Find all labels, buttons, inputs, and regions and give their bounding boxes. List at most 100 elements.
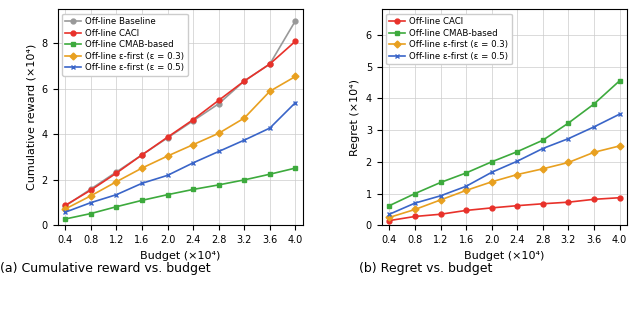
Off-line CACl <box>138 153 146 157</box>
Off-line CMAB-based <box>385 204 393 208</box>
Off-line ε-first (ε = 0.3) <box>138 166 146 170</box>
Off-line ε-first (ε = 0.3) <box>539 167 547 171</box>
Off-line CMAB-based <box>436 181 444 184</box>
Off-line CACl <box>564 200 572 204</box>
Off-line ε-first (ε = 0.3) <box>215 131 223 135</box>
Line: Off-line CMAB-based: Off-line CMAB-based <box>387 79 622 208</box>
Off-line ε-first (ε = 0.5) <box>616 112 623 116</box>
Off-line ε-first (ε = 0.5) <box>266 126 274 130</box>
Off-line ε-first (ε = 0.3) <box>266 89 274 93</box>
Off-line Baseline <box>266 62 274 66</box>
Off-line ε-first (ε = 0.5) <box>411 201 419 205</box>
Off-line ε-first (ε = 0.5) <box>138 182 146 185</box>
Off-line CMAB-based <box>488 160 495 164</box>
Off-line CMAB-based <box>61 217 69 221</box>
Off-line CACl <box>462 208 470 212</box>
Off-line CMAB-based <box>616 79 623 83</box>
Off-line CACl <box>513 204 521 208</box>
Off-line ε-first (ε = 0.3) <box>61 207 69 211</box>
Off-line CACl <box>590 198 598 201</box>
Off-line Baseline <box>215 102 223 105</box>
Off-line ε-first (ε = 0.5) <box>292 101 300 105</box>
Off-line ε-first (ε = 0.3) <box>616 144 623 148</box>
Off-line ε-first (ε = 0.5) <box>590 125 598 129</box>
Off-line Baseline <box>189 119 197 123</box>
Off-line CACl <box>189 118 197 121</box>
Off-line ε-first (ε = 0.3) <box>488 180 495 184</box>
Off-line Baseline <box>87 187 95 191</box>
Off-line ε-first (ε = 0.5) <box>164 173 172 177</box>
Off-line CMAB-based <box>266 172 274 176</box>
Off-line Baseline <box>61 204 69 208</box>
Off-line ε-first (ε = 0.5) <box>385 212 393 216</box>
Off-line Baseline <box>113 170 120 174</box>
Off-line Baseline <box>164 136 172 140</box>
Y-axis label: Regret (×10⁴): Regret (×10⁴) <box>350 79 360 156</box>
Off-line ε-first (ε = 0.3) <box>513 173 521 177</box>
Off-line CACl <box>488 206 495 210</box>
Off-line ε-first (ε = 0.5) <box>241 138 248 142</box>
Off-line CMAB-based <box>539 138 547 142</box>
Off-line CACl <box>385 219 393 223</box>
Off-line ε-first (ε = 0.3) <box>590 151 598 154</box>
Off-line ε-first (ε = 0.3) <box>462 188 470 192</box>
Off-line CMAB-based <box>215 183 223 187</box>
X-axis label: Budget (×10⁴): Budget (×10⁴) <box>464 251 545 261</box>
Off-line CACl <box>616 196 623 200</box>
Off-line CMAB-based <box>164 193 172 197</box>
Off-line ε-first (ε = 0.3) <box>385 216 393 219</box>
Off-line CMAB-based <box>113 205 120 208</box>
Off-line CACl <box>164 135 172 139</box>
Off-line CMAB-based <box>564 121 572 125</box>
Off-line ε-first (ε = 0.3) <box>113 180 120 184</box>
Off-line CACl <box>539 202 547 206</box>
Off-line Baseline <box>138 153 146 157</box>
Line: Off-line CACl: Off-line CACl <box>387 195 622 223</box>
Text: (b) Regret vs. budget: (b) Regret vs. budget <box>359 262 492 275</box>
Off-line CMAB-based <box>241 178 248 182</box>
Off-line CACl <box>292 39 300 43</box>
Off-line ε-first (ε = 0.5) <box>113 193 120 197</box>
Off-line CMAB-based <box>411 192 419 196</box>
Legend: Off-line Baseline, Off-line CACl, Off-line CMAB-based, Off-line ε-first (ε = 0.3: Off-line Baseline, Off-line CACl, Off-li… <box>62 14 188 76</box>
Off-line Baseline <box>241 79 248 83</box>
Off-line CACl <box>113 171 120 175</box>
Off-line CACl <box>436 212 444 216</box>
Off-line ε-first (ε = 0.5) <box>564 137 572 141</box>
Off-line ε-first (ε = 0.5) <box>61 210 69 214</box>
Off-line ε-first (ε = 0.5) <box>488 171 495 174</box>
Off-line CMAB-based <box>513 150 521 154</box>
Line: Off-line CMAB-based: Off-line CMAB-based <box>63 166 298 221</box>
Off-line ε-first (ε = 0.3) <box>411 208 419 211</box>
Line: Off-line ε-first (ε = 0.5): Off-line ε-first (ε = 0.5) <box>63 100 298 215</box>
Off-line ε-first (ε = 0.5) <box>436 194 444 198</box>
Off-line ε-first (ε = 0.3) <box>87 194 95 198</box>
Off-line CMAB-based <box>87 212 95 215</box>
Line: Off-line ε-first (ε = 0.3): Off-line ε-first (ε = 0.3) <box>63 74 298 211</box>
Off-line ε-first (ε = 0.3) <box>564 161 572 164</box>
Off-line CMAB-based <box>138 198 146 202</box>
Off-line CMAB-based <box>189 187 197 191</box>
Off-line ε-first (ε = 0.5) <box>215 150 223 153</box>
Off-line CMAB-based <box>462 171 470 175</box>
Off-line ε-first (ε = 0.5) <box>87 201 95 204</box>
Off-line CACl <box>266 62 274 66</box>
Off-line CACl <box>61 203 69 207</box>
Off-line ε-first (ε = 0.3) <box>292 74 300 78</box>
Off-line CMAB-based <box>590 102 598 106</box>
Off-line CACl <box>241 79 248 83</box>
Off-line CACl <box>215 99 223 102</box>
Off-line ε-first (ε = 0.3) <box>189 143 197 146</box>
Off-line ε-first (ε = 0.5) <box>539 146 547 150</box>
Off-line Baseline <box>292 19 300 23</box>
Y-axis label: Cumulative reward (×10⁴): Cumulative reward (×10⁴) <box>26 44 36 191</box>
Line: Off-line Baseline: Off-line Baseline <box>63 18 298 208</box>
Off-line ε-first (ε = 0.5) <box>462 184 470 188</box>
Off-line CACl <box>411 215 419 218</box>
Legend: Off-line CACl, Off-line CMAB-based, Off-line ε-first (ε = 0.3), Off-line ε-first: Off-line CACl, Off-line CMAB-based, Off-… <box>386 14 512 64</box>
X-axis label: Budget (×10⁴): Budget (×10⁴) <box>140 251 221 261</box>
Off-line CMAB-based <box>292 166 300 170</box>
Off-line ε-first (ε = 0.5) <box>513 159 521 163</box>
Text: (a) Cumulative reward vs. budget: (a) Cumulative reward vs. budget <box>0 262 211 275</box>
Off-line ε-first (ε = 0.5) <box>189 161 197 165</box>
